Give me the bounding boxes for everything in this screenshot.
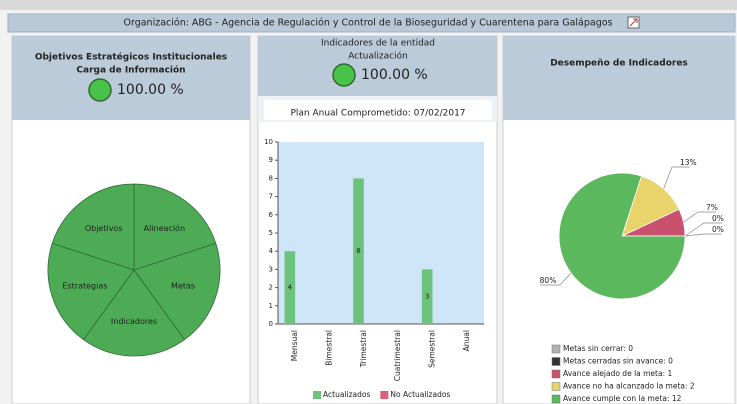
data-label: 0% [712,225,724,234]
y-tick-label: 0 [269,320,273,328]
panel-subtitle: Carga de Información [76,65,185,76]
legend-swatch [551,369,561,379]
panel-head [258,36,497,96]
slice-label: Indicadores [111,317,157,326]
x-tick-label: Trimestral [359,330,368,368]
bar [353,178,364,324]
x-tick-label: Bimestral [325,330,334,366]
pie-slice [47,242,135,341]
status-icon [332,63,356,87]
data-label: 0% [712,214,724,223]
data-label: 3 [425,293,429,301]
slice-label: Estrategias [62,281,107,290]
note-box [264,100,492,120]
panel-note: Plan Anual Comprometido: 07/02/2017 [290,109,465,119]
header-title: Organización: ABG - Agencia de Regulació… [123,18,612,29]
x-tick-label: Anual [462,330,471,351]
legend-swatch [551,382,561,391]
slice-label: Metas [171,281,195,290]
legend-swatch [551,394,561,404]
legend-label: Actualizados [323,390,370,399]
y-tick-label: 4 [269,247,274,255]
x-tick-label: Semestral [428,330,437,368]
leader-line [663,166,690,189]
top-strip [0,0,737,10]
legend-label: Avance no ha alcanzado la meta: 2 [563,382,695,391]
status-icon [88,78,112,102]
pie-slice [82,269,186,357]
x-tick-label: Cuatrimestral [393,330,402,381]
data-label: 4 [288,284,293,292]
slice-label: Alineación [144,223,185,233]
pie-slice [51,183,135,271]
legend-label: Avance alejado de la meta: 1 [563,369,672,378]
leader-line [540,272,572,286]
bar [284,251,296,324]
legend-swatch [551,344,561,354]
data-label: 7% [706,203,718,212]
panel-head [503,36,735,120]
legend-swatch [380,391,389,399]
legend-label: Metas sin cerrar: 0 [563,344,633,353]
panel-title: Objetivos Estratégicos Institucionales [35,52,227,63]
y-tick-label: 10 [264,138,273,146]
data-label: 8 [356,247,360,255]
y-tick-label: 9 [269,156,273,164]
panel-head [12,36,250,120]
pie-slice [133,183,217,271]
leader-line [684,233,722,237]
y-tick-label: 7 [269,193,273,201]
y-tick-label: 6 [269,211,274,219]
header-bar [7,13,736,33]
y-tick-label: 2 [269,284,273,292]
panel-value: 100.00 % [361,67,428,83]
panel-subtitle: Actualización [348,51,408,62]
export-icon[interactable] [627,16,640,29]
leader-line [683,211,716,223]
pie-slice [133,242,221,341]
data-label: 13% [680,158,697,167]
data-label: 80% [540,276,557,285]
panel-title: Indicadores de la entidad [321,39,435,49]
y-tick-label: 5 [269,229,273,237]
legend-label: No Actualizados [390,390,450,399]
bar [421,269,433,324]
pie-slice [558,172,686,300]
plot-area [278,142,484,324]
leader-line [684,222,722,237]
legend-label: Avance cumple con la meta: 12 [563,394,682,403]
y-tick-label: 3 [269,265,273,273]
panel-title: Desempeño de Indicadores [550,59,688,69]
y-tick-label: 1 [269,302,273,310]
panel-value: 100.00 % [117,82,184,98]
legend-swatch [551,357,561,366]
y-tick-label: 8 [269,174,273,182]
legend-swatch [313,391,321,399]
slice-label: Objetivos [85,224,123,233]
legend-label: Metas cerradas sin avance: 0 [563,357,673,366]
x-tick-label: Mensual [290,330,299,361]
